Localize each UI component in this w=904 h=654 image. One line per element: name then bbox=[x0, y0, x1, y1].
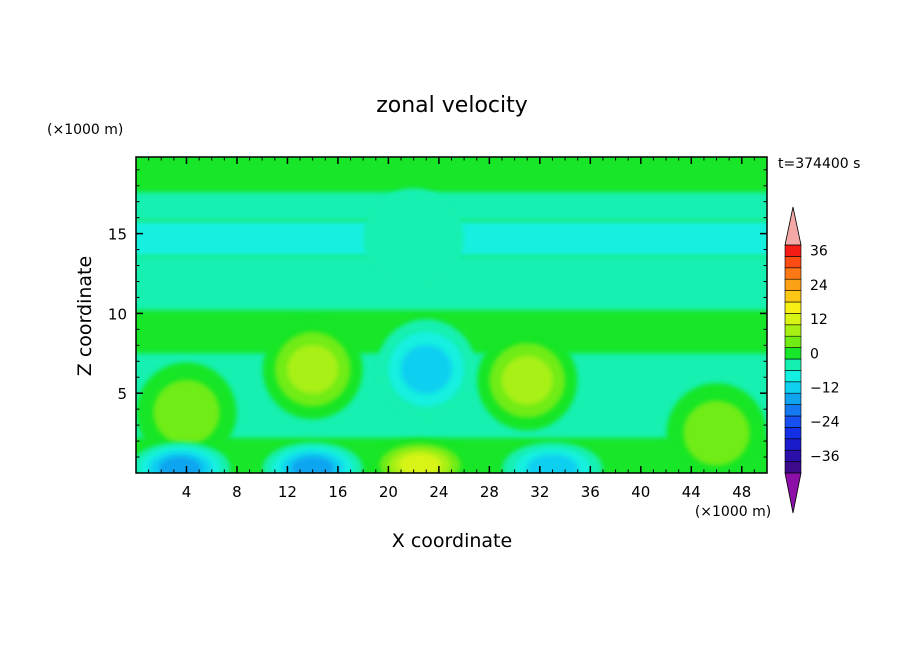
colorbar-segment bbox=[784, 438, 802, 451]
colorbar-segment bbox=[784, 404, 802, 417]
x-tick-label: 36 bbox=[581, 483, 600, 501]
x-axis-label: X coordinate bbox=[392, 530, 512, 552]
y-tick-label: 15 bbox=[108, 226, 127, 244]
contour-region bbox=[526, 454, 579, 473]
colorbar-segment bbox=[784, 347, 802, 360]
x-axis: 4 8 12 16 20 24 28 32 36 40 44 48 bbox=[148, 157, 755, 501]
contour-region bbox=[501, 355, 553, 405]
contour-region bbox=[363, 188, 464, 289]
colorbar-segment bbox=[784, 278, 802, 291]
y-axis: 5 10 15 bbox=[108, 169, 767, 458]
colorbar-segment bbox=[784, 449, 802, 462]
contour-region bbox=[398, 453, 442, 473]
x-tick-label: 28 bbox=[480, 483, 499, 501]
colorbar-segment bbox=[784, 244, 802, 257]
time-label: t=374400 s bbox=[778, 156, 860, 172]
x-tick-label: 8 bbox=[232, 483, 242, 501]
colorbar-segment bbox=[784, 301, 802, 314]
colorbar-extend-high bbox=[784, 206, 802, 246]
colorbar-segment bbox=[784, 392, 802, 405]
colorbar-segment bbox=[784, 256, 802, 269]
colorbar-segment bbox=[784, 381, 802, 394]
colorbar-segment bbox=[784, 427, 802, 440]
colorbar: −36 −24 −12 0 12 24 36 bbox=[784, 206, 840, 514]
x-tick-label: 40 bbox=[631, 483, 650, 501]
colorbar-label: 36 bbox=[810, 244, 828, 260]
x-tick-label: 4 bbox=[182, 483, 192, 501]
contour-field bbox=[136, 188, 767, 473]
x-tick-label: 44 bbox=[682, 483, 701, 501]
colorbar-segment bbox=[784, 324, 802, 337]
colorbar-label: −24 bbox=[810, 415, 840, 431]
contour-region bbox=[683, 400, 750, 466]
colorbar-extend-low bbox=[784, 472, 802, 514]
x-tick-label: 12 bbox=[278, 483, 297, 501]
contour-region bbox=[153, 380, 220, 445]
contour-region bbox=[158, 456, 202, 473]
colorbar-label: 12 bbox=[810, 312, 828, 328]
colorbar-segment bbox=[784, 370, 802, 383]
colorbar-label: 0 bbox=[810, 346, 819, 362]
field-layers bbox=[136, 188, 767, 473]
colorbar-segment bbox=[784, 313, 802, 326]
colorbar-label: −36 bbox=[810, 449, 840, 465]
y-unit-label: (×1000 m) bbox=[47, 122, 123, 138]
contour-region bbox=[400, 344, 452, 394]
colorbar-segment bbox=[784, 335, 802, 348]
colorbar-segment bbox=[784, 358, 802, 371]
x-tick-label: 32 bbox=[530, 483, 549, 501]
colorbar-segment bbox=[784, 415, 802, 428]
colorbar-segment bbox=[784, 290, 802, 303]
chart-title: zonal velocity bbox=[376, 93, 528, 118]
colorbar-label: −12 bbox=[810, 381, 840, 397]
x-tick-label: 20 bbox=[379, 483, 398, 501]
y-tick-label: 5 bbox=[117, 385, 127, 403]
x-tick-label: 48 bbox=[732, 483, 751, 501]
colorbar-segment bbox=[784, 267, 802, 280]
y-tick-label: 10 bbox=[108, 305, 127, 323]
x-tick-label: 24 bbox=[429, 483, 448, 501]
colorbar-label: 24 bbox=[810, 278, 828, 294]
y-axis-label: Z coordinate bbox=[74, 256, 96, 376]
contour-region bbox=[287, 344, 339, 394]
x-tick-label: 16 bbox=[328, 483, 347, 501]
colorbar-segment bbox=[784, 461, 802, 474]
contour-region bbox=[291, 456, 334, 473]
x-unit-label: (×1000 m) bbox=[695, 504, 771, 520]
